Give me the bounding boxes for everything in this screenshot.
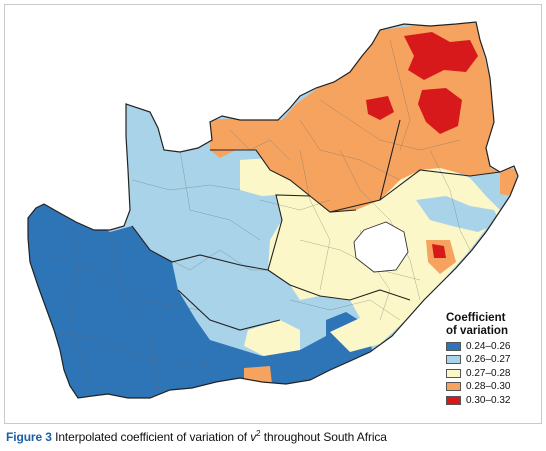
- region-0.26-0.27-eastcoast: [416, 196, 500, 232]
- legend-title-line1: Coefficient: [446, 312, 506, 324]
- district-boundaries: [39, 39, 471, 396]
- region-0.27-0.28-south: [244, 320, 300, 356]
- south-africa-map: [27, 21, 519, 399]
- figure-caption: Figure 3 Interpolated coefficient of var…: [6, 429, 387, 445]
- legend-label: 0.26–0.27: [466, 354, 511, 366]
- region-0.30-0.32-west: [366, 96, 394, 120]
- legend-swatch: [446, 395, 461, 405]
- legend-item: 0.26–0.27: [446, 354, 536, 367]
- region-0.27-0.28-north: [240, 158, 276, 196]
- legend-swatch: [446, 341, 461, 351]
- legend-label: 0.30–0.32: [466, 394, 511, 406]
- legend-label: 0.24–0.26: [466, 340, 511, 352]
- lesotho-enclave: [353, 221, 409, 273]
- legend-swatch: [446, 368, 461, 378]
- legend-swatch: [446, 355, 461, 365]
- caption-variable: v: [250, 430, 257, 444]
- map-legend: Coefficient of variation 0.24–0.26 0.26–0…: [446, 312, 536, 407]
- caption-text-before: Interpolated coefficient of variation of: [55, 430, 251, 444]
- caption-superscript: 2: [256, 429, 261, 438]
- legend-label: 0.28–0.30: [466, 381, 511, 393]
- province-boundaries: [131, 119, 501, 331]
- caption-text-after: throughout South Africa: [260, 430, 387, 444]
- legend-swatch: [446, 382, 461, 392]
- legend-item: 0.28–0.30: [446, 381, 536, 394]
- legend-title-line2: of variation: [446, 325, 508, 337]
- region-0.30-0.32-east: [418, 88, 462, 134]
- legend-item: 0.27–0.28: [446, 367, 536, 380]
- legend-items: 0.24–0.26 0.26–0.27 0.27–0.28 0.28–0.30 0.30…: [446, 340, 536, 407]
- legend-item: 0.30–0.32: [446, 394, 536, 407]
- figure-label: Figure 3: [6, 430, 52, 444]
- legend-label: 0.27–0.28: [466, 367, 511, 379]
- region-0.30-0.32-north: [404, 32, 478, 80]
- region-0.30-0.32-kzn: [432, 244, 446, 258]
- legend-item: 0.24–0.26: [446, 340, 536, 353]
